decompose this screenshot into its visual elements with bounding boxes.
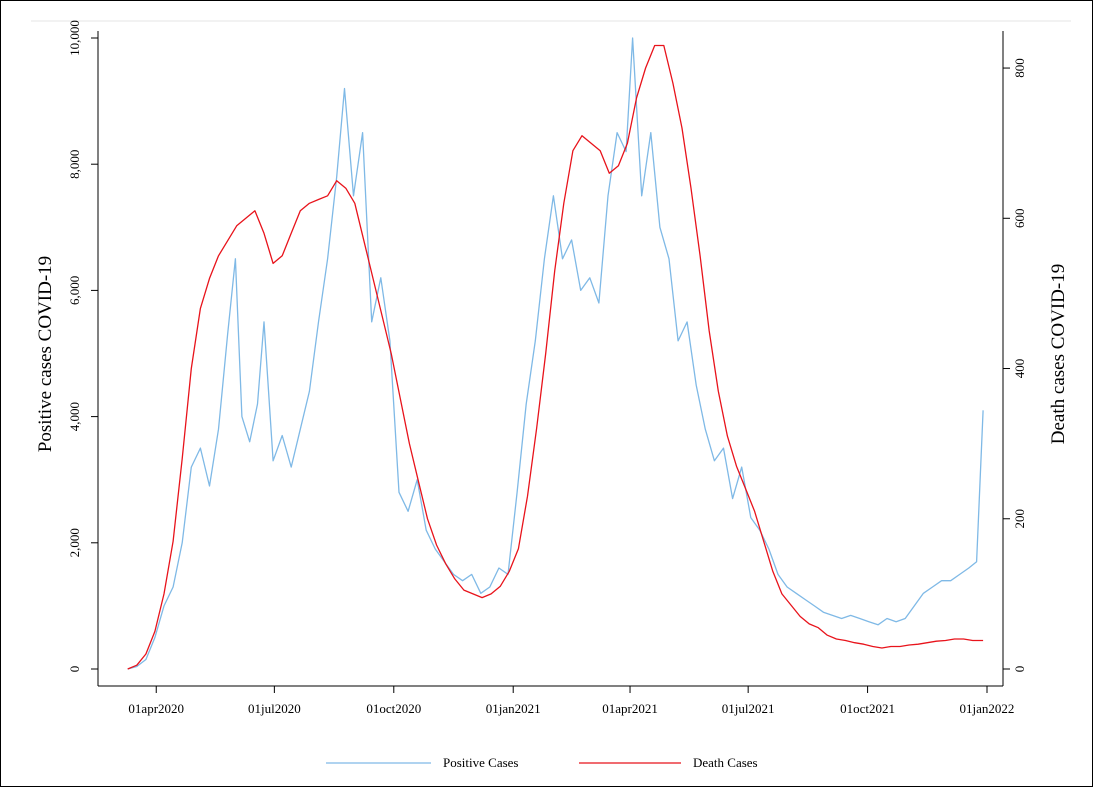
y-right-tick-label: 400 bbox=[1012, 359, 1027, 379]
series-line-positive-cases bbox=[127, 37, 984, 670]
x-tick-label: 01jul2020 bbox=[248, 701, 301, 716]
y-left-tick-label: 4,000 bbox=[67, 402, 82, 431]
y-left-tick-label: 6,000 bbox=[67, 276, 82, 305]
series-line-death-cases bbox=[127, 44, 984, 670]
y-right-tick-label: 800 bbox=[1012, 58, 1027, 78]
x-tick-label: 01jan2022 bbox=[960, 701, 1015, 716]
legend: Positive Cases Death Cases bbox=[326, 755, 758, 770]
x-tick-label: 01apr2020 bbox=[128, 701, 184, 716]
y-axis-left-title: Positive cases COVID-19 bbox=[35, 256, 56, 452]
x-tick-label: 01jul2021 bbox=[722, 701, 775, 716]
y-right-tick-label: 0 bbox=[1012, 666, 1027, 673]
x-tick-label: 01oct2020 bbox=[366, 701, 421, 716]
x-tick-label: 01oct2021 bbox=[840, 701, 895, 716]
x-tick-label: 01jan2021 bbox=[486, 701, 541, 716]
y-left-tick-label: 10,000 bbox=[67, 20, 82, 56]
y-left-tick-label: 2,000 bbox=[67, 528, 82, 557]
axes-group: 01apr2020 01jul2020 01oct2020 01jan2021 01ap… bbox=[35, 20, 1069, 716]
series-group bbox=[127, 37, 984, 670]
legend-label-positive-cases: Positive Cases bbox=[443, 755, 518, 770]
x-tick-label: 01apr2021 bbox=[602, 701, 658, 716]
legend-label-death-cases: Death Cases bbox=[693, 755, 758, 770]
y-left-tick-label: 8,000 bbox=[67, 150, 82, 179]
y-right-tick-label: 200 bbox=[1012, 509, 1027, 529]
y-right-tick-label: 600 bbox=[1012, 209, 1027, 229]
y-axis-right-title: Death cases COVID-19 bbox=[1048, 264, 1069, 444]
y-left-tick-label: 0 bbox=[67, 666, 82, 673]
